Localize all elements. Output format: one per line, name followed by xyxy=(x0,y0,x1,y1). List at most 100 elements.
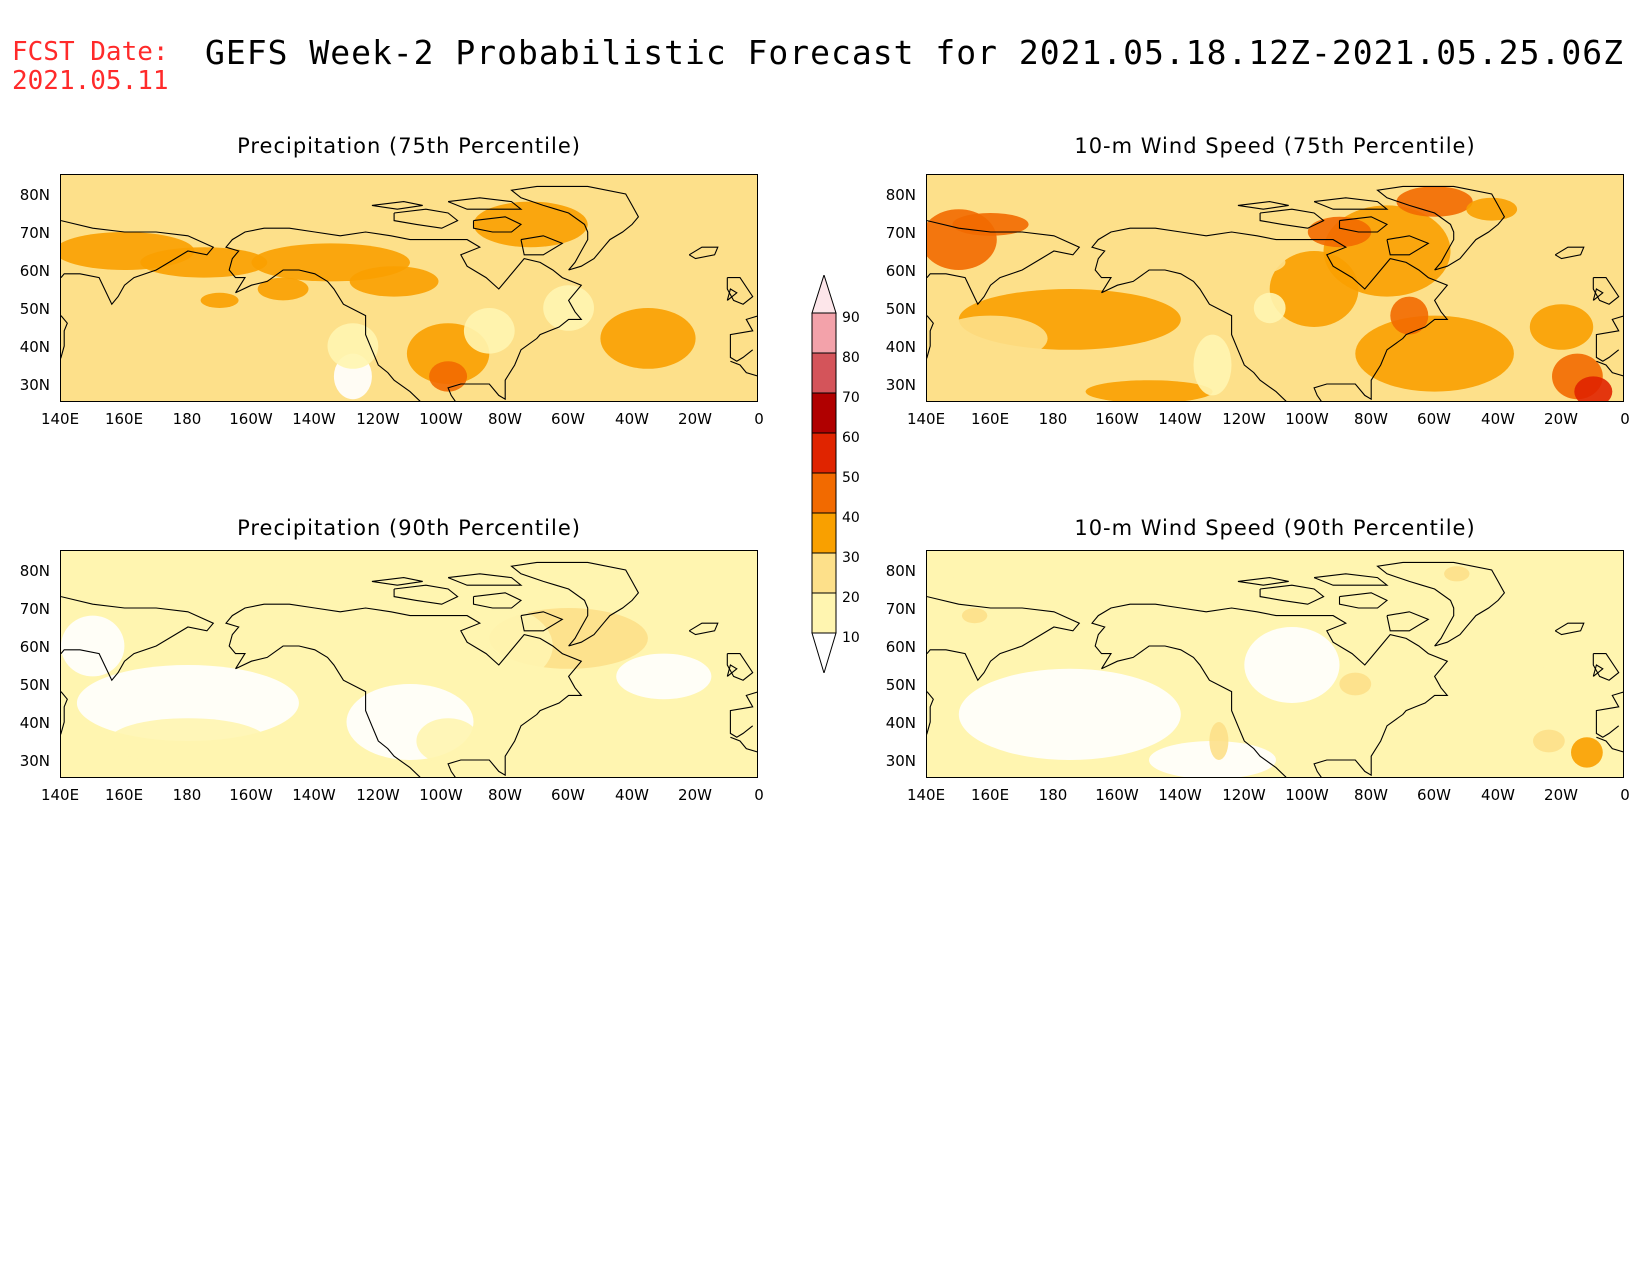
fcst-date-label: FCST Date: 2021.05.11 xyxy=(12,38,169,96)
lon-label-180: 180 xyxy=(1038,786,1068,804)
lon-label-160e: 160E xyxy=(104,786,144,804)
map-canvas xyxy=(61,551,757,777)
coastline xyxy=(1237,577,1289,586)
coastline xyxy=(225,603,583,777)
probability-contour xyxy=(108,718,268,764)
probability-contour xyxy=(1209,722,1229,760)
lon-label-0: 0 xyxy=(754,786,764,804)
coastline xyxy=(927,220,1081,306)
lat-label-80n: 80N xyxy=(19,562,50,580)
coastline xyxy=(927,596,1081,682)
probability-contour xyxy=(1149,741,1276,777)
colorbar-label-20: 20 xyxy=(842,590,860,606)
probability-contour xyxy=(927,577,1007,639)
probability-contour xyxy=(1571,737,1603,768)
probability-contour xyxy=(1244,627,1340,703)
lon-label-140e: 140E xyxy=(906,786,946,804)
coastline xyxy=(393,208,459,229)
lon-label-100w: 100W xyxy=(1285,786,1329,804)
probability-contour xyxy=(1444,566,1470,582)
coastline xyxy=(1091,227,1449,401)
lat-label-60n: 60N xyxy=(19,262,50,280)
coastline xyxy=(472,216,523,233)
lon-label-20w: 20W xyxy=(1544,786,1578,804)
coastline xyxy=(447,573,523,586)
lon-label-140w: 140W xyxy=(292,410,336,428)
coastline xyxy=(61,691,68,735)
probability-contour xyxy=(1533,729,1565,753)
probability-contour xyxy=(1523,665,1600,703)
lon-label-120w: 120W xyxy=(1222,786,1266,804)
coastline xyxy=(520,235,564,256)
probability-contour xyxy=(616,653,712,700)
lat-label-60n: 60N xyxy=(885,638,916,656)
coastline xyxy=(1237,201,1289,210)
coastline xyxy=(1554,246,1585,260)
colorbar-label-60: 60 xyxy=(842,430,860,446)
colorbar-upper-triangle xyxy=(811,275,837,314)
lon-label-40w: 40W xyxy=(615,410,649,428)
lon-label-100w: 100W xyxy=(1285,410,1329,428)
lon-label-180: 180 xyxy=(172,786,202,804)
probability-contour xyxy=(200,292,239,308)
colorbar-label-80: 80 xyxy=(842,350,860,366)
colorbar-swatch xyxy=(811,552,837,594)
lon-label-160w: 160W xyxy=(229,410,273,428)
probability-contour xyxy=(1269,251,1359,327)
lat-label-40n: 40N xyxy=(885,714,916,732)
probability-contour xyxy=(1355,315,1514,392)
coastline xyxy=(61,596,215,682)
coastline xyxy=(1338,216,1389,233)
coastline xyxy=(1338,592,1389,609)
coastline xyxy=(1259,584,1325,605)
probability-contour xyxy=(1390,296,1429,335)
lon-label-160w: 160W xyxy=(1095,786,1139,804)
lon-label-20w: 20W xyxy=(678,410,712,428)
probability-contour xyxy=(463,308,515,354)
lat-label-40n: 40N xyxy=(19,338,50,356)
probability-contour xyxy=(1085,380,1213,401)
lon-label-100w: 100W xyxy=(419,786,463,804)
lat-label-70n: 70N xyxy=(19,224,50,242)
lon-label-60w: 60W xyxy=(551,786,585,804)
coastline xyxy=(1386,611,1430,632)
coastline xyxy=(1596,736,1623,753)
probability-contour xyxy=(1339,672,1372,696)
fcst-date: 2021.05.11 xyxy=(12,66,169,96)
lon-label-80w: 80W xyxy=(488,786,522,804)
coastline xyxy=(726,653,754,681)
lat-label-70n: 70N xyxy=(19,600,50,618)
lon-label-60w: 60W xyxy=(551,410,585,428)
coastline xyxy=(1313,573,1389,586)
lon-label-40w: 40W xyxy=(615,786,649,804)
lon-label-160e: 160E xyxy=(104,410,144,428)
lon-label-180: 180 xyxy=(172,410,202,428)
coastline xyxy=(730,360,757,377)
colorbar-label-70: 70 xyxy=(842,390,860,406)
probability-contour xyxy=(600,308,696,369)
probability-contour xyxy=(1396,186,1473,217)
coastline xyxy=(1313,197,1389,210)
probability-contour xyxy=(140,247,268,278)
probability-contour xyxy=(1466,197,1518,221)
coastline xyxy=(510,185,640,271)
lon-label-20w: 20W xyxy=(1544,410,1578,428)
lon-label-0: 0 xyxy=(754,410,764,428)
coastline xyxy=(1091,603,1449,777)
map-precip-75 xyxy=(60,174,758,402)
coastline xyxy=(1376,185,1506,271)
coastline xyxy=(371,577,423,586)
lon-label-120w: 120W xyxy=(356,410,400,428)
lon-label-80w: 80W xyxy=(488,410,522,428)
coastline xyxy=(61,220,215,306)
lon-label-160e: 160E xyxy=(970,410,1010,428)
lat-label-40n: 40N xyxy=(885,338,916,356)
colorbar-label-10: 10 xyxy=(842,630,860,646)
coastline xyxy=(510,561,640,647)
lat-label-30n: 30N xyxy=(19,752,50,770)
coastline xyxy=(225,227,583,401)
probability-contour xyxy=(429,361,468,392)
coastline xyxy=(371,201,423,210)
colorbar-swatch xyxy=(811,352,837,394)
coastline xyxy=(1386,235,1430,256)
